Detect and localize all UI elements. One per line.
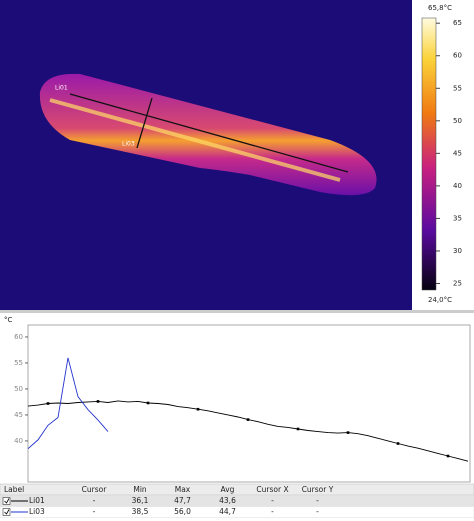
- row-checkbox[interactable]: [2, 497, 11, 505]
- colorbar-tick-label: 55: [453, 84, 462, 92]
- colorbar-tick-label: 50: [453, 117, 462, 125]
- colorbar: [421, 17, 437, 291]
- point-marker: [146, 401, 150, 405]
- table-row-bg: [0, 506, 474, 518]
- point-marker: [96, 400, 100, 403]
- point-marker: [196, 407, 200, 411]
- colorbar-tick-label: 30: [453, 247, 462, 255]
- table-cell: -: [271, 507, 274, 516]
- check-mark: [4, 498, 10, 504]
- line-label: Li03: [122, 141, 135, 148]
- colorbar-max: 65,8°C: [428, 4, 452, 12]
- table-cell: -: [316, 507, 319, 516]
- table-header: Label: [4, 485, 24, 494]
- y-tick-label: 55: [14, 359, 23, 367]
- colorbar-tick-label: 35: [453, 214, 462, 222]
- table-cell: -: [316, 496, 319, 505]
- point-marker: [396, 442, 400, 445]
- colorbar-panel: [412, 0, 474, 310]
- table-cell: -: [93, 507, 96, 516]
- colorbar-tick-label: 40: [453, 182, 462, 190]
- line-label: Li01: [55, 85, 68, 92]
- point-marker: [346, 431, 350, 434]
- y-unit: °C: [4, 316, 13, 324]
- y-tick-label: 50: [14, 385, 23, 393]
- table-header: Avg: [221, 485, 235, 494]
- point-marker: [296, 427, 300, 431]
- y-tick-label: 40: [14, 437, 23, 445]
- profile-line: [69, 93, 349, 173]
- row-label: Li03: [29, 507, 45, 516]
- separator: [0, 310, 474, 313]
- colorbar-tick-label: 25: [453, 279, 462, 287]
- table-cell: -: [93, 496, 96, 505]
- table-cell: 56,0: [174, 507, 191, 516]
- table-cell: 43,6: [219, 496, 236, 505]
- table-cell: 47,7: [174, 496, 191, 505]
- table-header: Cursor Y: [302, 485, 334, 494]
- table-row-bg: [0, 495, 474, 507]
- point-marker: [46, 402, 50, 405]
- check-mark: [4, 509, 10, 515]
- colorbar-tick-label: 45: [453, 149, 462, 157]
- table-cell: 38,5: [132, 507, 149, 516]
- colorbar-min: 24,0°C: [428, 296, 452, 304]
- table-cell: -: [271, 496, 274, 505]
- series-line: [27, 357, 109, 450]
- table-header: Max: [175, 485, 191, 494]
- colorbar-tick-label: 65: [453, 19, 462, 27]
- y-tick-label: 60: [14, 333, 23, 341]
- profile-line: [136, 97, 153, 149]
- point-marker: [446, 454, 450, 458]
- row-label: Li01: [29, 496, 45, 505]
- y-tick-label: 45: [14, 411, 23, 419]
- plot-area: [27, 324, 471, 483]
- table-cell: 44,7: [219, 507, 236, 516]
- colorbar-tick-label: 60: [453, 52, 462, 60]
- table-cell: 36,1: [132, 496, 149, 505]
- point-marker: [246, 418, 250, 421]
- table-header: Cursor: [82, 485, 108, 494]
- hot-strip: [49, 98, 341, 182]
- table-header-bg: [0, 483, 474, 496]
- row-checkbox[interactable]: [2, 508, 11, 516]
- table-header: Min: [133, 485, 147, 494]
- table-header: Cursor X: [256, 485, 288, 494]
